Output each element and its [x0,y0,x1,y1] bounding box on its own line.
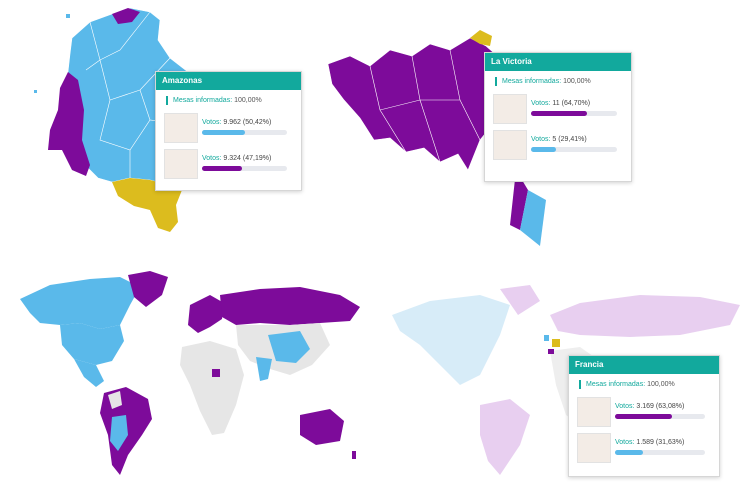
votes-label: Votos: [531,100,551,107]
mesas-label: Mesas informadas: [586,381,646,388]
mesas-label: Mesas informadas: [502,78,562,85]
vote-share-fill [615,414,672,419]
votes-value: 1.589 (31,63%) [636,439,685,446]
vote-share-fill [531,147,557,152]
country-uk[interactable] [544,335,549,341]
votes-label: Votos: [615,403,635,410]
votes-label: Votos: [615,439,635,446]
mesas-informadas: Mesas informadas: 100,00% [166,96,295,105]
mesas-value: 100,00% [647,381,675,388]
votes-text: Votos: 9.962 (50,42%) [202,119,271,126]
region-africa[interactable] [180,341,244,435]
island [66,14,70,18]
votes-label: Votos: [202,155,222,162]
tooltip-amazonas: Amazonas Mesas informadas: 100,00% Votos: … [155,71,302,191]
votes-value: 9.324 (47,19%) [223,155,272,162]
mesas-informadas: Mesas informadas: 100,00% [495,77,625,86]
candidate-photo-icon [493,130,527,160]
region-faded-eurasia [550,295,740,337]
region-purple-north[interactable] [112,8,140,24]
country-usa[interactable] [60,323,124,365]
votes-value: 11 (64,70%) [552,100,591,107]
candidate-row: Votos: 9.962 (50,42%) [164,109,295,145]
vote-share-fill [202,166,243,171]
mesas-informadas: Mesas informadas: 100,00% [579,380,713,389]
country-spain[interactable] [548,349,554,354]
votes-value: 9.962 (50,42%) [223,119,272,126]
mesas-label: Mesas informadas: [173,97,233,104]
country-mexico[interactable] [74,359,104,387]
votes-text: Votos: 11 (64,70%) [531,100,590,107]
tooltip-la-victoria: La Victoria Mesas informadas: 100,00% Voto… [484,52,632,182]
region-purple-south[interactable] [510,170,528,230]
region-faded-north-america [392,295,510,385]
candidate-photo-icon [493,94,527,124]
country-france[interactable] [552,339,560,347]
votes-label: Votos: [531,136,551,143]
vote-share-bar [531,111,617,116]
region-faded-south-america [480,399,530,475]
votes-value: 5 (29,41%) [552,136,587,143]
vote-share-bar [202,166,287,171]
candidate-row: Votos: 11 (64,70%) [493,90,625,126]
region-yellow-amazonas[interactable] [112,178,182,232]
candidate-photo-icon [164,149,198,179]
votes-text: Votos: 3.169 (63,08%) [615,403,684,410]
municipality-borders [369,49,481,163]
mesas-value: 100,00% [563,78,591,85]
region-yellow[interactable] [470,30,492,46]
island [34,90,37,93]
region-south-america-gray[interactable] [108,391,122,409]
country-india[interactable] [256,357,272,381]
candidate-photo-icon [164,113,198,143]
vote-share-bar [615,450,705,455]
region-faded-greenland [500,285,540,315]
country-africa-purple[interactable] [212,369,220,377]
country-canada[interactable] [20,277,140,329]
candidate-photo-icon [577,397,611,427]
region-south-america-blue[interactable] [110,415,128,451]
tooltip-title: La Victoria [485,53,631,71]
tooltip-title: Amazonas [156,72,301,90]
island-nz [352,451,356,459]
vote-share-fill [615,450,644,455]
votes-text: Votos: 9.324 (47,19%) [202,155,271,162]
tooltip-title: Francia [569,356,719,374]
department-borders [85,11,193,178]
world-map [20,271,360,475]
country-australia[interactable] [300,409,344,445]
la-victoria-map [327,30,546,246]
votes-text: Votos: 1.589 (31,63%) [615,439,684,446]
votes-value: 3.169 (63,08%) [636,403,685,410]
vote-share-bar [615,414,705,419]
country-greenland[interactable] [128,271,168,307]
vote-share-fill [531,111,587,116]
votes-label: Votos: [202,119,222,126]
region-purple-west[interactable] [48,72,90,176]
vote-share-bar [531,147,617,152]
region-russia[interactable] [220,287,360,325]
mesas-value: 100,00% [234,97,262,104]
vote-share-fill [202,130,245,135]
candidate-row: Votos: 5 (29,41%) [493,126,625,162]
candidate-row: Votos: 9.324 (47,19%) [164,145,295,181]
vote-share-bar [202,130,287,135]
candidate-row: Votos: 1.589 (31,63%) [577,429,713,465]
candidate-row: Votos: 3.169 (63,08%) [577,393,713,429]
candidate-photo-icon [577,433,611,463]
region-asia-blue[interactable] [268,331,310,363]
region-europe-purple[interactable] [188,295,224,333]
region-purple[interactable] [327,37,507,171]
tooltip-francia: Francia Mesas informadas: 100,00% Votos: 3… [568,355,720,477]
region-light-blue[interactable] [520,190,546,246]
votes-text: Votos: 5 (29,41%) [531,136,587,143]
